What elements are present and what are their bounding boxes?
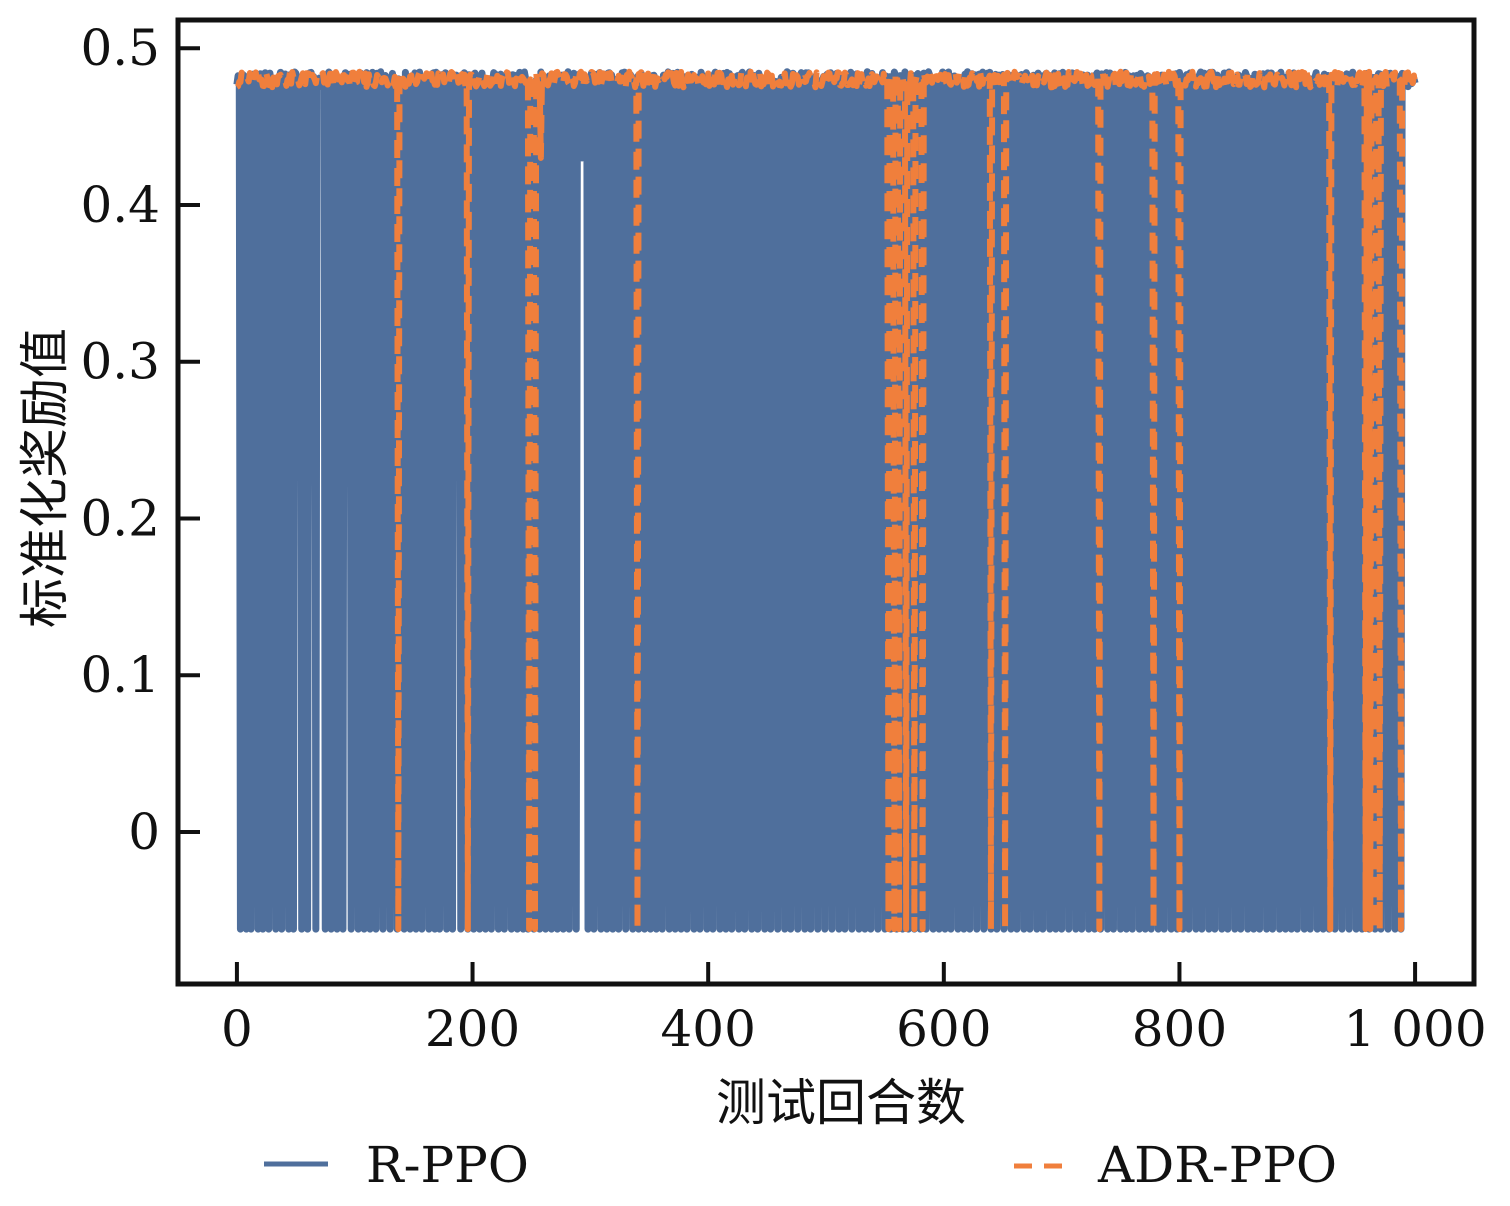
legend-label-r-ppo: R-PPO	[366, 1136, 529, 1194]
y-tick-label: 0.5	[80, 19, 160, 77]
y-tick-label: 0.3	[80, 333, 160, 391]
y-tick-label: 0.4	[80, 176, 160, 234]
x-axis: 0 200 400 600 800 1 000	[221, 962, 1487, 1058]
x-tick-label: 1 000	[1344, 1000, 1487, 1058]
series-line	[233, 68, 1419, 933]
plot-area	[233, 68, 1419, 933]
y-tick-label: 0	[128, 803, 160, 861]
legend-label-adr-ppo: ADR-PPO	[1097, 1136, 1337, 1194]
plot-frame	[175, 17, 1477, 987]
y-tick-label: 0.2	[80, 489, 160, 547]
y-tick-label: 0.1	[80, 646, 160, 704]
y-axis: 0 0.1 0.2 0.3 0.4 0.5	[80, 19, 200, 861]
series-r-ppo	[233, 68, 1419, 933]
x-tick-label: 400	[660, 1000, 755, 1058]
x-axis-title: 测试回合数	[716, 1074, 966, 1132]
x-tick-label: 200	[425, 1000, 520, 1058]
series-line	[235, 68, 1419, 933]
legend: R-PPO ADR-PPO	[264, 1136, 1337, 1194]
y-axis-title: 标准化奖励值	[16, 328, 74, 628]
x-tick-label: 0	[221, 1000, 253, 1058]
x-tick-label: 800	[1132, 1000, 1227, 1058]
x-tick-label: 600	[896, 1000, 991, 1058]
series-adr-ppo	[235, 68, 1419, 933]
